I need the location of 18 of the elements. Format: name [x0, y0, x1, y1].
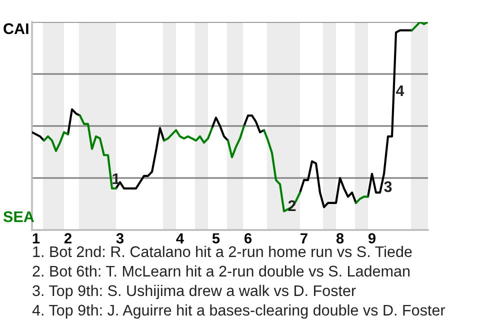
text: 1. Bot 2nd: R. Catalano hit a 2-run home run vs S. Tiede [33, 246, 412, 258]
annotation: 1 [112, 173, 120, 184]
annotation: SEA [3, 211, 34, 222]
text: 3. Top 9th: S. Ushijima drew a walk vs D. Foster [32, 284, 356, 300]
x-tick-label: 3 [116, 233, 124, 244]
x-tick-label: 5 [212, 233, 220, 244]
x-tick-label: 9 [368, 233, 376, 244]
text: 2. Bot 6th: T. McLearn hit a 2-run double vs S. Lademan [32, 265, 410, 277]
annotation: 3 [384, 181, 392, 192]
text: 4. Top 9th: J. Aguirre hit a bases-clearing double vs D. Foster [32, 304, 446, 319]
x-tick-label: 1 [32, 233, 40, 244]
annotation: 4 [396, 85, 404, 96]
x-tick-label: 4 [176, 233, 184, 244]
x-tick-label: 2 [64, 233, 72, 244]
x-tick-label: 8 [336, 233, 344, 244]
x-tick-label: 6 [244, 233, 252, 244]
x-tick-label: 7 [300, 233, 308, 244]
text: CAI [4, 23, 28, 34]
